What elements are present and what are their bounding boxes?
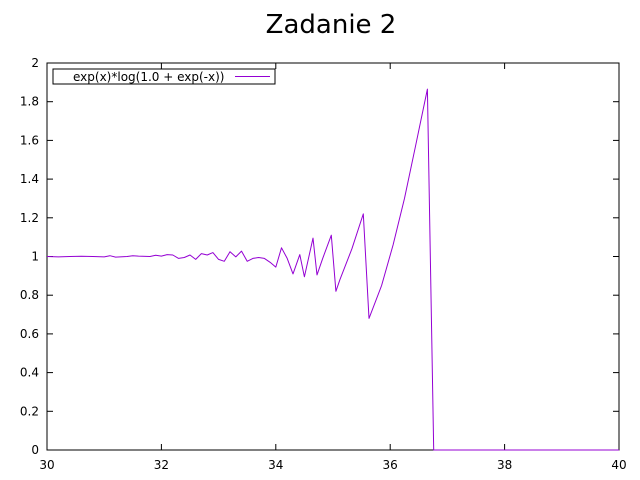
x-tick-label: 40 <box>611 458 626 472</box>
y-tick-label: 1.8 <box>20 95 39 109</box>
y-tick-label: 1.4 <box>20 172 39 186</box>
legend: exp(x)*log(1.0 + exp(-x)) <box>52 68 276 85</box>
y-tick-label: 0.2 <box>20 404 39 418</box>
y-tick-label: 0.8 <box>20 288 39 302</box>
x-tick-label: 38 <box>497 458 512 472</box>
y-tick-label: 1 <box>31 250 39 264</box>
y-tick-label: 0.4 <box>20 366 39 380</box>
y-tick-label: 1.2 <box>20 211 39 225</box>
x-tick-label: 30 <box>39 458 54 472</box>
y-tick-label: 0 <box>31 443 39 457</box>
x-tick-label: 36 <box>383 458 398 472</box>
x-tick-label: 32 <box>154 458 169 472</box>
axes: 0 0.2 0.4 0.6 0.8 1 1.2 1.4 1.6 1.8 2 30 32 34 36 38 40 <box>20 56 627 472</box>
legend-box <box>52 68 276 85</box>
y-tick-label: 2 <box>31 56 39 70</box>
chart-title: Zadanie 2 <box>266 10 397 40</box>
legend-label: exp(x)*log(1.0 + exp(-x)) <box>73 70 224 84</box>
series-line-0 <box>46 88 619 451</box>
y-tick-label: 0.6 <box>20 327 39 341</box>
series-group <box>46 88 619 451</box>
x-tick-label: 34 <box>268 458 283 472</box>
y-tick-label: 1.6 <box>20 133 39 147</box>
